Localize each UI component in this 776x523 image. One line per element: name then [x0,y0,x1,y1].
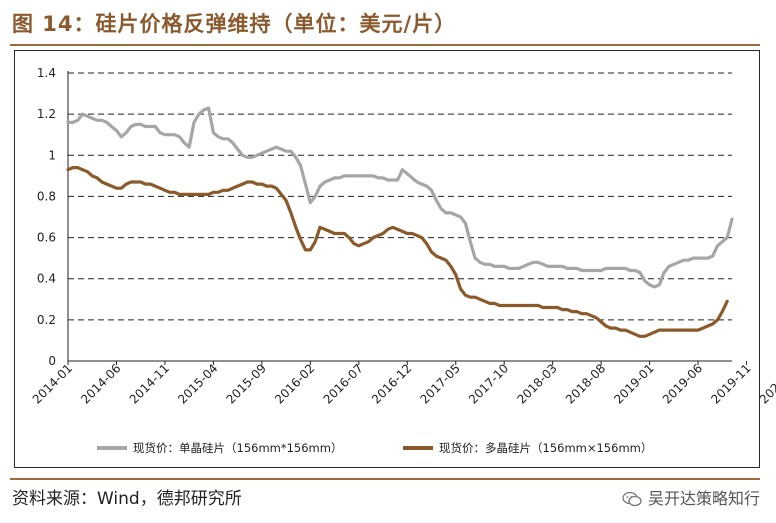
series-line-mono [66,106,734,289]
x-tick-label: 2016-02 [272,361,317,406]
x-tick-label: 2017-10 [466,361,511,406]
x-tick-label: 2019-06 [660,361,705,406]
series-lines [66,106,734,338]
wechat-icon [622,491,642,507]
watermark: 吴开达策略知行 [622,484,760,514]
x-tick-label: 2018-03 [514,361,559,406]
y-tick-label: 0 [48,354,56,368]
source-note: 资料来源：Wind，德邦研究所 [12,489,242,509]
legend: 现货价：单晶硅片（156mm*156mm） 现货价：多晶硅片（156mm×156… [97,441,652,455]
title-divider [10,44,760,46]
x-tick-label: 2016-12 [369,361,414,406]
y-tick-label: 0.8 [37,189,56,203]
x-tick-label: 2016-07 [321,361,366,406]
x-tick-label: 2015-04 [175,361,220,406]
y-axis: 0 0.2 0.4 0.6 0.8 1 1.2 1.4 [37,66,69,368]
series-line-multi [66,166,729,338]
x-tick-label: 2017-05 [418,361,463,406]
chart-frame [14,50,760,468]
y-tick-label: 1.4 [37,66,56,80]
legend-label-multi: 现货价：多晶硅片（156mm×156mm） [439,441,652,455]
footer-divider [10,478,760,480]
x-tick-label: 2014-01 [30,361,75,406]
x-tick-label: 2018-08 [563,361,608,406]
y-tick-label: 0.2 [37,313,56,327]
x-tick-label: 2015-09 [224,361,269,406]
watermark-text: 吴开达策略知行 [647,489,760,508]
x-tick-label: 2020-04 [757,361,776,406]
page-title: 图 14：硅片价格反弹维持（单位：美元/片） [12,12,457,36]
y-tick-label: 1 [48,148,56,162]
y-tick-label: 0.6 [37,231,56,245]
y-tick-label: 1.2 [37,107,56,121]
grid-lines [68,72,732,321]
y-tick-label: 0.4 [37,272,56,286]
legend-label-mono: 现货价：单晶硅片（156mm*156mm） [133,441,342,455]
x-tick-label: 2014-11 [127,361,172,406]
x-axis: 2014-01 2014-06 2014-11 2015-04 2015-09 2016-… [30,360,776,407]
x-tick-label: 2019-01 [611,361,656,406]
x-tick-label: 2019-11 [708,361,753,406]
x-tick-label: 2014-06 [78,361,123,406]
